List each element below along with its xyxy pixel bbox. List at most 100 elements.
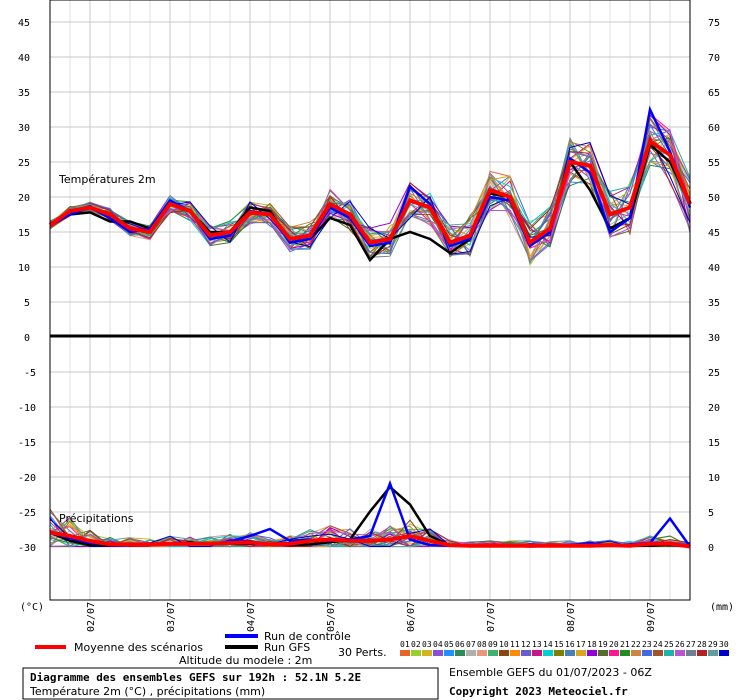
title-box bbox=[22, 667, 439, 700]
date-label: 06/07 bbox=[406, 602, 417, 632]
right-tick-label: 50 bbox=[708, 193, 720, 204]
pert-legend-swatch bbox=[653, 650, 663, 656]
pert-legend-number: 26 bbox=[675, 640, 685, 649]
altitude-label: Altitude du modele : 2m bbox=[179, 654, 312, 667]
left-tick-label: 20 bbox=[18, 193, 30, 204]
pert-legend-swatch bbox=[455, 650, 465, 656]
left-tick-label: 5 bbox=[24, 298, 30, 309]
right-tick-label: 65 bbox=[708, 88, 720, 99]
pert-legend-swatch bbox=[521, 650, 531, 656]
pert-legend-swatch bbox=[609, 650, 619, 656]
right-tick-label: 25 bbox=[708, 368, 720, 379]
left-tick-label: 35 bbox=[18, 88, 30, 99]
pert-legend-swatch bbox=[587, 650, 597, 656]
pert-legend-number: 17 bbox=[576, 640, 586, 649]
pert-legend-swatch bbox=[488, 650, 498, 656]
pert-legend-number: 08 bbox=[477, 640, 487, 649]
pert-legend-swatch bbox=[532, 650, 542, 656]
right-tick-label: 45 bbox=[708, 228, 720, 239]
date-label: 05/07 bbox=[326, 602, 337, 632]
pert-legend-swatch bbox=[708, 650, 718, 656]
date-label: 02/07 bbox=[86, 602, 97, 632]
pert-legend-number: 24 bbox=[653, 640, 663, 649]
pert-legend-swatch bbox=[510, 650, 520, 656]
date-label: 07/07 bbox=[486, 602, 497, 632]
right-tick-label: 35 bbox=[708, 298, 720, 309]
pert-legend-number: 30 bbox=[719, 640, 729, 649]
pert-legend-number: 01 bbox=[400, 640, 410, 649]
pert-legend-swatch bbox=[411, 650, 421, 656]
pert-legend-swatch bbox=[400, 650, 410, 656]
right-tick-label: 20 bbox=[708, 403, 720, 414]
pert-legend-swatch bbox=[565, 650, 575, 656]
copyright-label: Copyright 2023 Meteociel.fr bbox=[449, 685, 628, 698]
pert-legend-number: 23 bbox=[642, 640, 652, 649]
pert-legend-number: 18 bbox=[587, 640, 597, 649]
pert-legend-number: 12 bbox=[521, 640, 531, 649]
main-lines bbox=[48, 105, 692, 549]
date-label: 09/07 bbox=[646, 602, 657, 632]
legend-perts-label: 30 Perts. bbox=[338, 646, 387, 659]
pert-legend-number: 16 bbox=[565, 640, 575, 649]
pert-legend-number: 19 bbox=[598, 640, 608, 649]
pert-legend-number: 09 bbox=[488, 640, 498, 649]
left-tick-label: -10 bbox=[18, 403, 36, 414]
right-tick-label: 10 bbox=[708, 473, 720, 484]
left-tick-label: 10 bbox=[18, 263, 30, 274]
pert-legend-swatch bbox=[576, 650, 586, 656]
pert-legend-number: 07 bbox=[466, 640, 476, 649]
date-label: 03/07 bbox=[166, 602, 177, 632]
right-tick-label: 60 bbox=[708, 123, 720, 134]
pert-legend-swatch bbox=[686, 650, 696, 656]
right-unit-label: (mm) bbox=[710, 602, 734, 613]
temperature-mean-line bbox=[48, 137, 692, 246]
pert-legend-swatch bbox=[543, 650, 553, 656]
legend-gfs-label: Run GFS bbox=[264, 641, 310, 654]
pert-legend-swatch bbox=[675, 650, 685, 656]
pert-legend-number: 21 bbox=[620, 640, 630, 649]
pert-legend-number: 02 bbox=[411, 640, 421, 649]
pert-legend-number: 11 bbox=[510, 640, 520, 649]
chart-subtitle: Température 2m (°C) , précipitations (mm… bbox=[29, 685, 265, 698]
left-tick-label: 15 bbox=[18, 228, 30, 239]
date-label: 04/07 bbox=[246, 602, 257, 632]
pert-legend-number: 03 bbox=[422, 640, 432, 649]
pert-legend-swatch bbox=[466, 650, 476, 656]
left-tick-label: 40 bbox=[18, 53, 30, 64]
date-label: 08/07 bbox=[566, 602, 577, 632]
pert-legend-number: 04 bbox=[433, 640, 443, 649]
left-tick-label: -25 bbox=[18, 508, 36, 519]
pert-legend-swatch bbox=[620, 650, 630, 656]
ensemble-run-label: Ensemble GEFS du 01/07/2023 - 06Z bbox=[449, 666, 652, 679]
right-tick-label: 75 bbox=[708, 18, 720, 29]
legend: Moyenne des scénarios Run de contrôle Ru… bbox=[35, 630, 729, 659]
right-tick-label: 30 bbox=[708, 333, 720, 344]
pert-legend-number: 05 bbox=[444, 640, 454, 649]
right-tick-label: 15 bbox=[708, 438, 720, 449]
left-tick-label: 25 bbox=[18, 158, 30, 169]
pert-legend-swatch bbox=[719, 650, 729, 656]
pert-legend-swatch bbox=[664, 650, 674, 656]
grid-layer bbox=[49, 0, 691, 600]
pert-legend-number: 28 bbox=[697, 640, 707, 649]
left-tick-label: 30 bbox=[18, 123, 30, 134]
pert-legend-swatch bbox=[631, 650, 641, 656]
pert-legend-swatch bbox=[499, 650, 509, 656]
pert-legend-number: 27 bbox=[686, 640, 696, 649]
pert-legend-number: 29 bbox=[708, 640, 718, 649]
pert-legend-number: 25 bbox=[664, 640, 674, 649]
precip-panel-label: Précipitations bbox=[59, 512, 134, 525]
left-tick-label: -20 bbox=[18, 473, 36, 484]
left-unit-label: (°C) bbox=[20, 602, 44, 613]
pert-legend-number: 06 bbox=[455, 640, 465, 649]
pert-legend-swatch bbox=[477, 650, 487, 656]
pert-legend-swatch bbox=[433, 650, 443, 656]
left-tick-label: -15 bbox=[18, 438, 36, 449]
right-tick-label: 5 bbox=[708, 508, 714, 519]
chart-title: Diagramme des ensembles GEFS sur 192h : … bbox=[30, 671, 361, 684]
temperature-control-line bbox=[49, 105, 692, 248]
pert-legend-swatches: 01 02 03 04 05 06 07 08 09 10 11 12 13 14 15 16 17 18 19 20… bbox=[400, 640, 729, 656]
legend-mean-label: Moyenne des scénarios bbox=[74, 641, 203, 654]
pert-legend-number: 14 bbox=[543, 640, 553, 649]
